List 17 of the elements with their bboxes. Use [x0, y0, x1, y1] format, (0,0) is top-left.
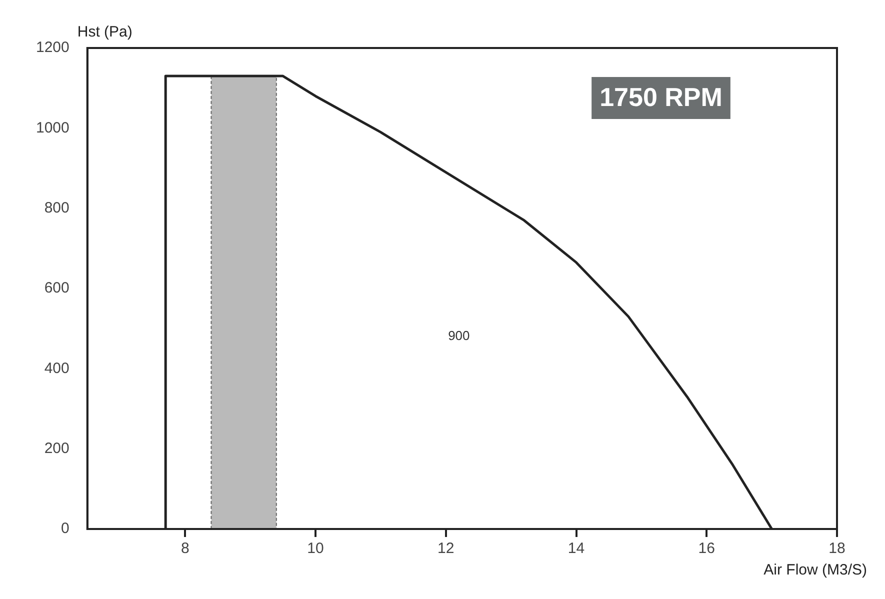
y-tick-label: 800 [44, 199, 70, 216]
x-tick-label: 8 [180, 540, 190, 558]
y-axis-title: Hst (Pa) [77, 24, 132, 41]
x-tick-label: 18 [828, 540, 846, 558]
y-tick-label: 1200 [36, 39, 70, 56]
annotation: 900 [448, 328, 470, 344]
x-tick-label: 16 [698, 540, 715, 558]
y-tick-label: 1000 [36, 119, 70, 136]
y-tick-label: 0 [61, 520, 70, 538]
x-tick-label: 14 [568, 540, 585, 558]
y-tick-label: 400 [44, 360, 70, 377]
annotation: 1750 RPM [600, 82, 722, 112]
x-axis-title: Air Flow (M3/S) [764, 562, 867, 579]
y-tick-label: 200 [44, 440, 70, 457]
x-tick-label: 10 [307, 540, 324, 558]
x-tick-label: 12 [438, 540, 454, 558]
y-tick-label: 600 [44, 280, 70, 297]
